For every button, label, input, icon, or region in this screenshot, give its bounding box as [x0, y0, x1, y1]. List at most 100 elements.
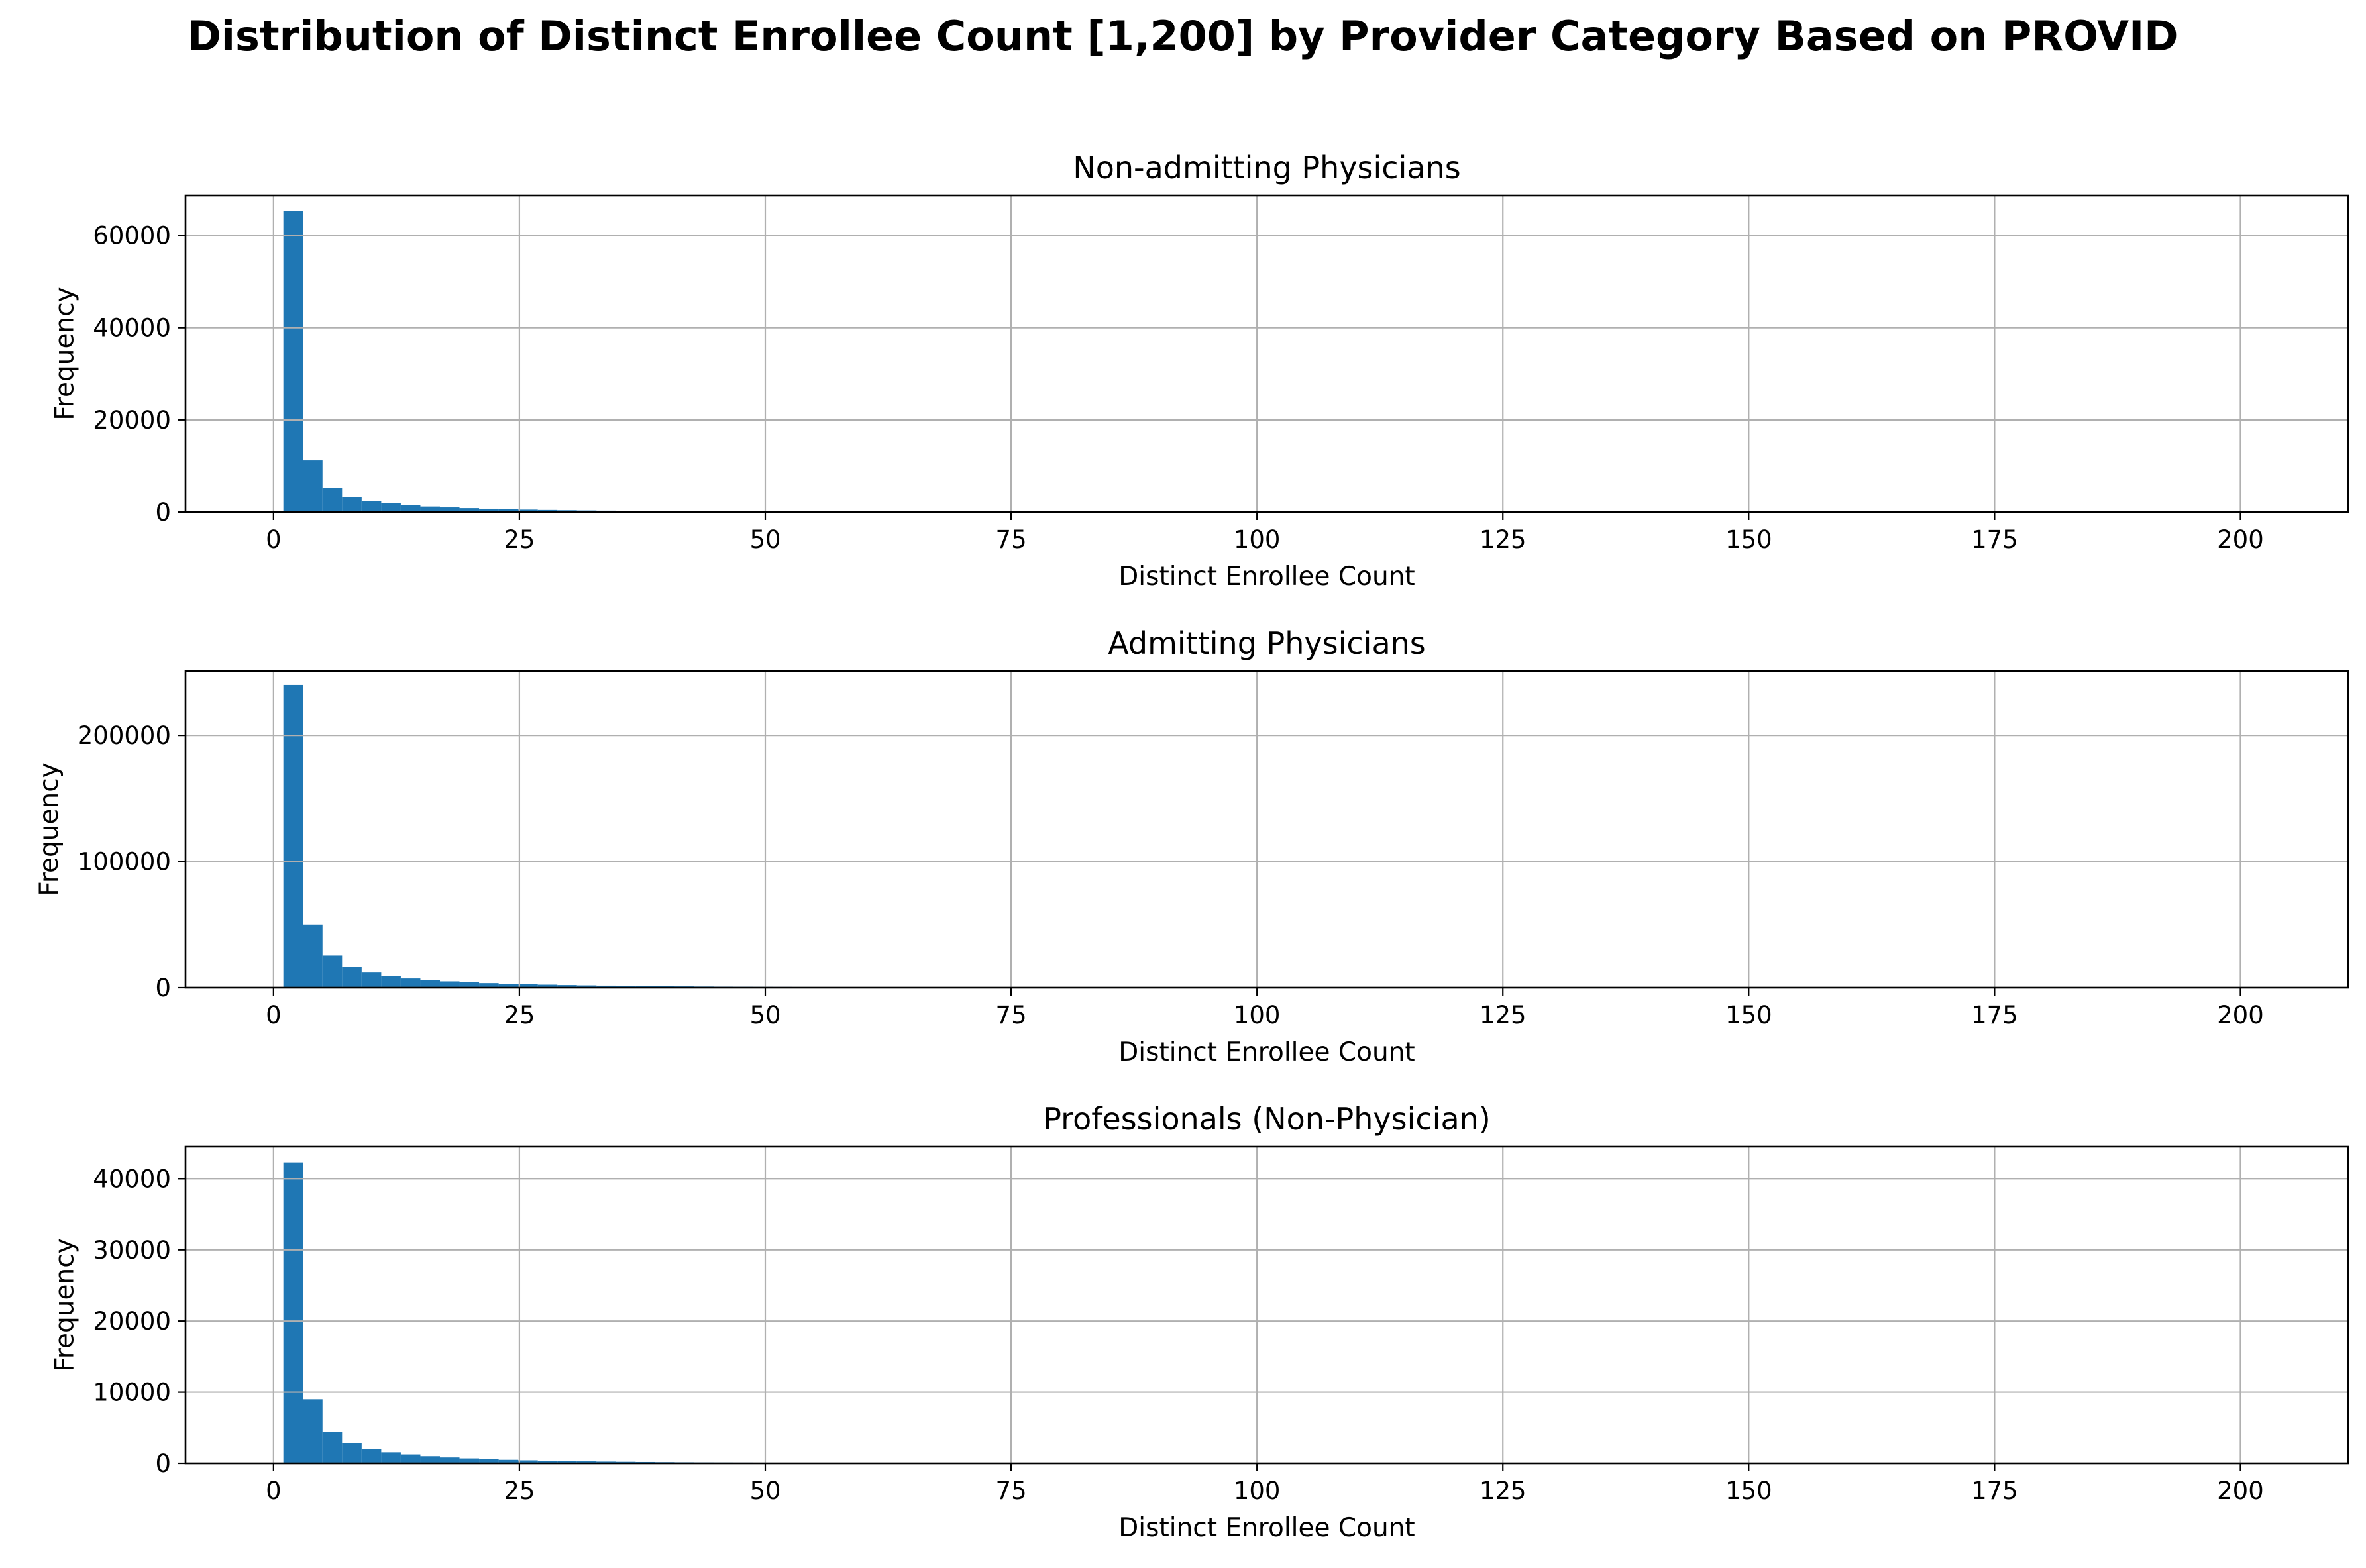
plot-frame: [184, 1145, 2349, 1465]
x-axis-label: Distinct Enrollee Count: [1118, 562, 1415, 592]
histogram-bar: [381, 503, 401, 512]
x-tick-label: 150: [1725, 1477, 1772, 1505]
x-tick-label: 175: [1971, 525, 2018, 554]
histogram-bar: [479, 983, 499, 988]
histogram-bar: [361, 501, 382, 512]
y-tick-label: 40000: [93, 314, 171, 342]
histogram-bar: [303, 924, 323, 988]
histogram-bar: [518, 984, 538, 988]
x-tick-label: 175: [1971, 1001, 2018, 1029]
figure-title: Distribution of Distinct Enrollee Count …: [187, 12, 2178, 60]
histogram-bar: [322, 1432, 343, 1463]
histogram-bar: [420, 980, 440, 988]
histogram-bar: [361, 972, 382, 988]
histogram-bar: [342, 1443, 362, 1463]
panel-title: Admitting Physicians: [1108, 625, 1426, 661]
x-axis-label: Distinct Enrollee Count: [1118, 1513, 1415, 1543]
y-tick-label: 0: [155, 1449, 171, 1478]
y-tick-label: 0: [155, 498, 171, 527]
histogram-bar: [439, 507, 460, 512]
histogram-bar: [342, 967, 362, 988]
x-tick-label: 50: [749, 1001, 780, 1029]
x-tick-label: 200: [2217, 1001, 2264, 1029]
x-tick-label: 50: [749, 525, 780, 554]
histogram-bar: [537, 1461, 558, 1463]
histogram-panel-1: 0 25 50 75 100 125 150 175 200 0 20000 40000 60000 No…: [50, 150, 2349, 592]
histogram-bar: [479, 1459, 499, 1463]
y-tick-label: 20000: [93, 406, 171, 435]
histogram-bar: [498, 509, 519, 512]
histogram-bar: [400, 978, 421, 988]
histogram-bar: [459, 982, 480, 988]
y-tick-label: 10000: [93, 1379, 171, 1407]
panels: 0 25 50 75 100 125 150 175 2000200004000060000No…: [34, 150, 2349, 1543]
histogram-panel-2: 0 25 50 75 100 125 150 175 200 0 100000 200000 Admit…: [34, 625, 2349, 1067]
histogram-bar: [537, 984, 558, 988]
x-tick-label: 125: [1479, 525, 1527, 554]
grid-lines: [186, 1147, 2348, 1465]
histogram-bar: [439, 981, 460, 988]
y-tick-label: 200000: [78, 721, 171, 750]
y-tick-label: 30000: [93, 1236, 171, 1265]
x-tick-label: 125: [1479, 1477, 1527, 1505]
histogram-bar: [498, 1459, 519, 1463]
grid-lines: [186, 671, 2348, 989]
histogram-bar: [303, 1399, 323, 1463]
histogram-bar: [479, 508, 499, 512]
x-tick-label: 150: [1725, 1001, 1772, 1029]
plot-frame: [184, 670, 2349, 989]
histogram-bar: [283, 1162, 303, 1463]
y-tick-label: 20000: [93, 1307, 171, 1335]
x-tick-label: 0: [266, 1001, 282, 1029]
histogram-bar: [557, 1461, 577, 1463]
y-tick-label: 40000: [93, 1165, 171, 1193]
histogram-bar: [498, 984, 519, 988]
bar-group: [283, 1162, 2241, 1463]
histogram-bar: [557, 510, 577, 512]
histogram-bar: [576, 1461, 597, 1463]
x-tick-label: 100: [1234, 1001, 1281, 1029]
histogram-bar: [342, 497, 362, 512]
y-axis-label: Frequency: [34, 762, 64, 896]
x-tick-label: 50: [749, 1477, 780, 1505]
x-tick-label: 75: [996, 1001, 1027, 1029]
histogram-bar: [400, 1454, 421, 1463]
histogram-bar: [459, 1458, 480, 1463]
x-tick-label: 0: [266, 525, 282, 554]
histogram-bar: [283, 684, 303, 988]
histogram-bar: [576, 985, 597, 988]
x-tick-label: 200: [2217, 525, 2264, 554]
histogram-panel-3: 0 25 50 75 100 125 150 175 200 0 10000 20000 30000 40…: [50, 1101, 2349, 1543]
panel-title: Non-admitting Physicians: [1073, 150, 1460, 185]
histogram-bar: [420, 506, 440, 512]
y-tick-label: 60000: [93, 222, 171, 250]
histogram-bar: [459, 508, 480, 512]
histogram-bar: [400, 505, 421, 512]
x-tick-label: 150: [1725, 525, 1772, 554]
x-tick-label: 75: [996, 525, 1027, 554]
histogram-bar: [381, 976, 401, 988]
x-tick-label: 25: [504, 1001, 535, 1029]
histogram-bar: [381, 1452, 401, 1463]
histogram-bar: [616, 986, 636, 988]
histogram-bar: [596, 985, 616, 988]
histogram-bar: [537, 509, 558, 512]
y-axis-label: Frequency: [50, 1238, 80, 1371]
x-tick-label: 100: [1234, 525, 1281, 554]
histogram-bar: [518, 509, 538, 512]
x-tick-label: 125: [1479, 1001, 1527, 1029]
x-tick-label: 25: [504, 1477, 535, 1505]
histogram-bar: [283, 211, 303, 512]
x-tick-label: 100: [1234, 1477, 1281, 1505]
histogram-bar: [361, 1449, 382, 1463]
x-tick-label: 25: [504, 525, 535, 554]
histogram-bar: [303, 460, 323, 512]
x-tick-label: 200: [2217, 1477, 2264, 1505]
x-axis-label: Distinct Enrollee Count: [1118, 1037, 1415, 1067]
histogram-bar: [420, 1456, 440, 1463]
histogram-bar: [518, 1460, 538, 1463]
histogram-bar: [322, 488, 343, 512]
histogram-bar: [439, 1457, 460, 1463]
panel-title: Professionals (Non-Physician): [1043, 1101, 1491, 1137]
